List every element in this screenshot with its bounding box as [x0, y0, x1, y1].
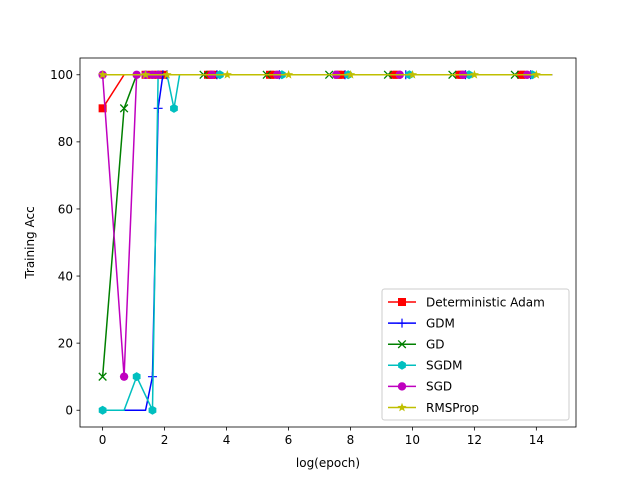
y-tick-label: 20	[58, 336, 73, 350]
data-point-sgd	[119, 372, 129, 381]
legend-item-gdm: GDM	[388, 316, 455, 330]
legend-marker	[397, 339, 407, 349]
legend-item-rmsprop: RMSProp	[388, 401, 479, 415]
y-tick: 100	[50, 68, 80, 82]
x-tick-label: 14	[529, 433, 544, 447]
legend-item-sgdm: SGDM	[388, 359, 463, 373]
x-tick: 14	[529, 427, 544, 447]
x-tick-label: 4	[223, 433, 231, 447]
series-rmsprop	[98, 69, 553, 79]
x-axis-label: log(epoch)	[296, 456, 360, 470]
plot-marks	[98, 69, 553, 415]
x-tick: 4	[223, 427, 231, 447]
data-point-rmsprop	[469, 69, 479, 79]
data-point-gd	[119, 104, 129, 113]
x-tick: 8	[347, 427, 355, 447]
legend-marker	[397, 382, 407, 391]
legend-marker	[398, 360, 406, 370]
data-point-rmsprop	[98, 69, 108, 79]
data-point-deterministic-adam	[98, 104, 107, 113]
data-point-rmsprop	[407, 69, 418, 79]
x-tick: 0	[99, 427, 107, 447]
x-tick-label: 2	[161, 433, 169, 447]
y-tick-label: 80	[58, 135, 73, 149]
legend-item-gd: GD	[388, 338, 445, 352]
legend-marker	[397, 402, 407, 412]
y-tick: 20	[58, 336, 80, 350]
legend-item-sgd: SGD	[388, 380, 452, 394]
data-point-sgdm	[132, 372, 141, 382]
legend-label: GD	[426, 338, 445, 352]
y-tick-label: 0	[65, 404, 73, 418]
y-tick: 80	[58, 135, 80, 149]
y-tick-label: 100	[50, 68, 73, 82]
legend-label: RMSProp	[426, 401, 479, 415]
data-point-sgdm	[148, 405, 157, 415]
x-tick-label: 8	[347, 433, 355, 447]
data-point-rmsprop	[140, 69, 151, 79]
data-point-rmsprop	[284, 69, 294, 79]
data-point-rmsprop	[531, 69, 541, 79]
legend-marker	[397, 318, 407, 328]
x-tick: 6	[285, 427, 293, 447]
data-point-sgdm	[170, 103, 178, 113]
legend-label: GDM	[426, 316, 455, 330]
x-tick-label: 12	[467, 433, 482, 447]
legend-box	[381, 288, 570, 421]
legend-label: SGDM	[426, 359, 463, 373]
y-tick: 60	[58, 202, 80, 216]
legend-item-deterministic-adam: Deterministic Adam	[388, 295, 545, 309]
data-point-rmsprop	[222, 69, 232, 79]
y-tick-label: 40	[58, 269, 73, 283]
legend: Deterministic Adam GDM GD SGDM SGD RMSProp	[381, 288, 570, 421]
y-axis-label: Training Acc	[23, 206, 37, 279]
x-tick-label: 10	[405, 433, 420, 447]
legend-label: SGD	[426, 380, 452, 394]
x-tick: 10	[405, 427, 420, 447]
legend-label: Deterministic Adam	[426, 295, 545, 309]
x-tick-label: 0	[99, 433, 107, 447]
x-axis-ticks: 0 2 4 6 8 10 12 14	[99, 427, 544, 447]
y-tick-label: 60	[58, 202, 73, 216]
data-point-rmsprop	[346, 69, 356, 79]
y-tick: 40	[58, 269, 80, 283]
x-tick: 2	[161, 427, 169, 447]
data-point-rmsprop	[162, 69, 172, 79]
x-tick-label: 6	[285, 433, 293, 447]
data-point-gd	[98, 372, 107, 381]
plot-frame	[79, 57, 577, 428]
legend-marker	[398, 298, 406, 306]
x-tick: 12	[467, 427, 482, 447]
data-point-sgdm	[98, 405, 107, 415]
y-axis-ticks: 0 20 40 60 80 100	[50, 68, 80, 418]
y-tick: 0	[65, 404, 80, 418]
